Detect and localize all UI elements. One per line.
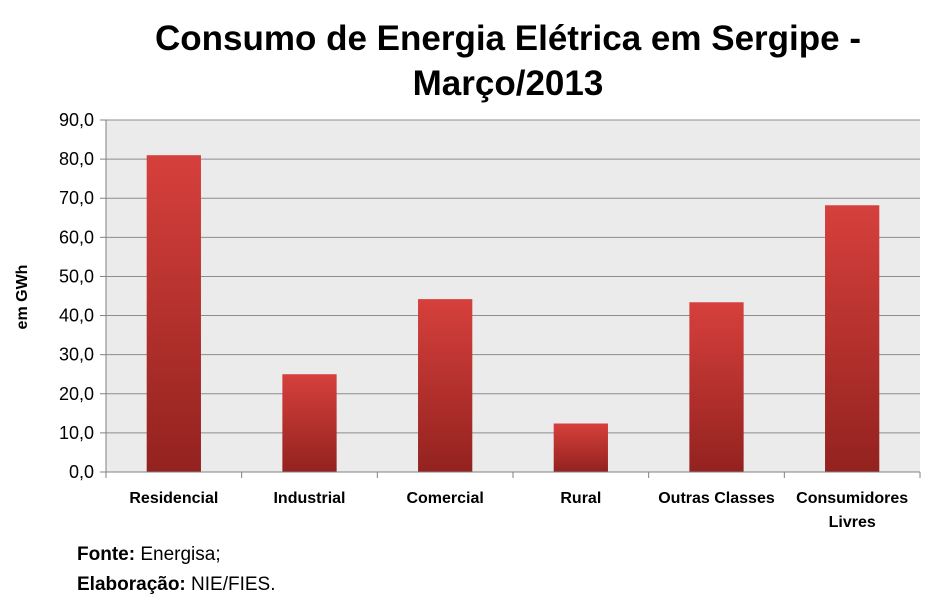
bar — [146, 155, 201, 472]
plot-area — [106, 120, 920, 472]
x-category-label: Livres — [829, 514, 876, 531]
y-tick-label: 80,0 — [59, 149, 94, 169]
source-value: Energisa; — [140, 544, 221, 565]
x-category-label: Rural — [560, 490, 601, 507]
bar — [825, 205, 880, 473]
x-axis-categories: Residencial Industrial Comercial Rural Outra… — [129, 490, 908, 531]
author-label: Elaboração: — [77, 574, 186, 595]
y-axis-ticks: 0,0 10,0 20,0 30,0 40,0 50,0 60,0 70,0 80,0 90,0 — [59, 110, 106, 482]
y-tick-label: 90,0 — [59, 110, 94, 130]
bar — [282, 374, 337, 472]
x-category-label: Residencial — [129, 490, 218, 507]
author-value: NIE/FIES. — [191, 574, 276, 595]
axes — [105, 120, 921, 478]
bar — [418, 299, 473, 472]
y-tick-label: 60,0 — [59, 227, 94, 247]
y-axis-label: em GWh — [14, 265, 31, 330]
bars — [146, 155, 880, 473]
footer-author: Elaboração: NIE/FIES. — [77, 574, 276, 596]
y-tick-label: 30,0 — [59, 345, 94, 365]
x-category-label: Comercial — [406, 490, 483, 507]
chart-title-line-2: Março/2013 — [413, 64, 604, 103]
footer-source: Fonte: Energisa; — [77, 544, 221, 566]
y-tick-label: 10,0 — [59, 423, 94, 443]
chart-title-line-1: Consumo de Energia Elétrica em Sergipe - — [155, 19, 861, 58]
x-category-label: Industrial — [273, 490, 345, 507]
y-tick-label: 20,0 — [59, 384, 94, 404]
x-category-label: Consumidores — [796, 490, 908, 507]
y-tick-label: 40,0 — [59, 306, 94, 326]
source-label: Fonte: — [77, 544, 136, 565]
bar — [553, 423, 608, 472]
x-category-label: Outras Classes — [658, 490, 775, 507]
y-tick-label: 70,0 — [59, 188, 94, 208]
gridlines — [106, 119, 920, 434]
y-tick-label: 0,0 — [69, 462, 94, 482]
y-tick-label: 50,0 — [59, 266, 94, 286]
bar — [689, 302, 744, 472]
